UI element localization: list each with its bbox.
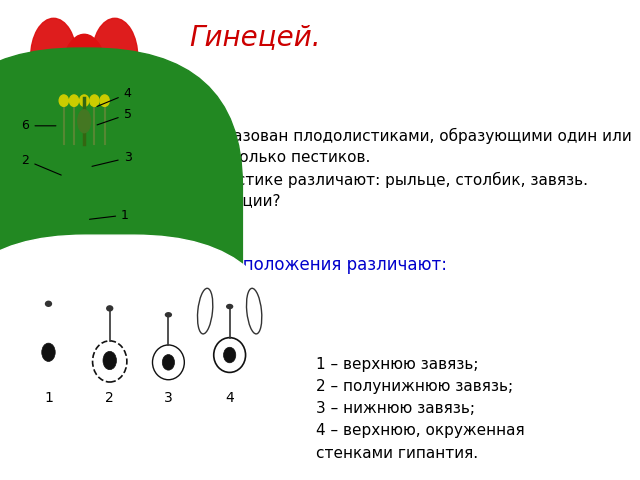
Ellipse shape	[103, 351, 116, 370]
Ellipse shape	[31, 332, 66, 373]
Text: 4: 4	[97, 87, 132, 107]
Ellipse shape	[100, 95, 109, 107]
Text: 4: 4	[225, 391, 234, 405]
Ellipse shape	[59, 95, 68, 107]
FancyBboxPatch shape	[139, 332, 198, 386]
Text: 3: 3	[92, 151, 132, 167]
Text: 6: 6	[22, 120, 56, 132]
Text: 2: 2	[22, 154, 61, 175]
Ellipse shape	[42, 343, 55, 361]
Ellipse shape	[103, 60, 152, 136]
Ellipse shape	[3, 75, 63, 149]
Text: 1 – верхнюю завязь;
2 – полунижнюю завязь;
3 – нижнюю завязь;
4 – верхнюю, окруж: 1 – верхнюю завязь; 2 – полунижнюю завяз…	[316, 357, 525, 461]
Ellipse shape	[47, 169, 80, 210]
Text: Образован плодолистиками, образующими один или
несколько пестиков.
В пестике раз: Образован плодолистиками, образующими од…	[202, 128, 631, 209]
Text: 1: 1	[44, 391, 53, 405]
Ellipse shape	[226, 304, 234, 309]
Ellipse shape	[90, 95, 99, 107]
Text: В зависимости от положения различают:: В зависимости от положения различают:	[84, 256, 447, 274]
Ellipse shape	[45, 300, 52, 307]
Ellipse shape	[73, 171, 96, 217]
Ellipse shape	[152, 345, 184, 380]
Ellipse shape	[223, 347, 236, 363]
Ellipse shape	[105, 75, 166, 149]
Ellipse shape	[93, 341, 127, 382]
Ellipse shape	[164, 312, 172, 317]
Ellipse shape	[214, 337, 246, 372]
Ellipse shape	[16, 60, 66, 136]
Text: 3: 3	[164, 391, 173, 405]
Ellipse shape	[92, 18, 138, 96]
Ellipse shape	[26, 162, 72, 191]
Ellipse shape	[97, 162, 142, 191]
Ellipse shape	[99, 147, 150, 168]
FancyBboxPatch shape	[69, 151, 99, 192]
Ellipse shape	[78, 110, 91, 132]
Ellipse shape	[79, 95, 89, 107]
Ellipse shape	[163, 355, 175, 370]
Text: 1: 1	[90, 208, 129, 222]
Ellipse shape	[69, 95, 79, 107]
Ellipse shape	[88, 169, 121, 210]
Ellipse shape	[106, 305, 113, 312]
Ellipse shape	[61, 34, 107, 117]
Text: 5: 5	[97, 108, 132, 125]
FancyBboxPatch shape	[0, 235, 287, 480]
Text: Гинецей.: Гинецей.	[189, 23, 321, 51]
Text: 2: 2	[106, 391, 114, 405]
Ellipse shape	[31, 18, 77, 96]
FancyBboxPatch shape	[0, 48, 243, 405]
